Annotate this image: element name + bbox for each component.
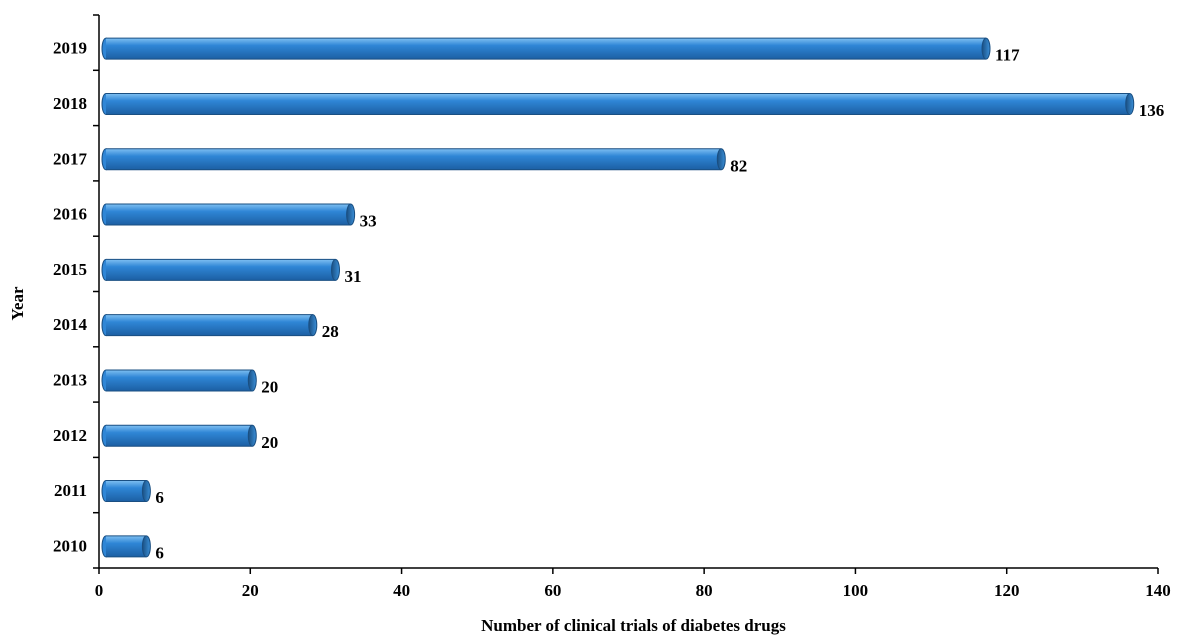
bar-body (106, 38, 987, 60)
bar-body (106, 369, 253, 391)
data-label: 82 (730, 156, 747, 175)
bar-body (106, 93, 1130, 115)
bar (101, 369, 257, 392)
bar (101, 148, 726, 171)
data-label: 20 (261, 433, 278, 452)
bar (101, 535, 151, 558)
bar-end-cap (716, 148, 726, 171)
bar (101, 92, 1135, 115)
data-label: 28 (322, 322, 339, 341)
x-tick-label: 120 (994, 581, 1020, 600)
bar-end-cap (346, 203, 356, 226)
data-label: 6 (155, 543, 164, 562)
bar (101, 424, 257, 447)
y-tick-label: 2019 (53, 39, 87, 58)
y-tick-label: 2016 (53, 205, 87, 224)
y-tick-label: 2012 (53, 426, 87, 445)
x-tick-label: 100 (843, 581, 869, 600)
bar (101, 314, 318, 337)
data-label: 31 (344, 267, 361, 286)
bar-end-cap (330, 258, 340, 281)
y-axis-title: Year (8, 286, 27, 320)
bar-body (106, 148, 722, 170)
bars-group (101, 37, 1135, 558)
y-tick-label: 2014 (53, 315, 88, 334)
x-axis-title: Number of clinical trials of diabetes dr… (481, 616, 786, 635)
x-tick-label: 40 (393, 581, 410, 600)
bar-body (106, 259, 336, 281)
bar (101, 480, 151, 503)
data-label: 33 (360, 212, 377, 231)
y-axis-ticks: 2010 2011 2012 2013 2014 2015 2016 2017 2018 2019 (53, 14, 99, 569)
data-label: 117 (995, 46, 1020, 65)
data-label: 136 (1139, 101, 1165, 120)
bar-body (106, 480, 147, 502)
y-tick-label: 2015 (53, 260, 87, 279)
bar-end-cap (247, 424, 257, 447)
bar-body (106, 204, 351, 226)
data-label: 20 (261, 377, 278, 396)
x-tick-label: 140 (1145, 581, 1171, 600)
y-tick-label: 2011 (54, 481, 87, 500)
y-tick-label: 2013 (53, 370, 87, 389)
data-label: 6 (155, 488, 164, 507)
bar (101, 203, 356, 226)
bar-end-cap (247, 369, 257, 392)
x-tick-label: 0 (95, 581, 104, 600)
x-tick-label: 60 (544, 581, 561, 600)
bar-end-cap (141, 535, 151, 558)
bar-body (106, 425, 253, 447)
x-axis-ticks: 0 20 40 60 80 100 120 140 (95, 568, 1171, 600)
bar-end-cap (1125, 92, 1135, 115)
x-tick-label: 20 (242, 581, 259, 600)
y-tick-label: 2010 (53, 536, 87, 555)
bar (101, 37, 991, 60)
bar-body (106, 314, 313, 336)
bar-end-cap (308, 314, 318, 337)
bar (101, 258, 340, 281)
data-labels-group: 6 6 20 20 28 31 33 82 136 117 (155, 46, 1164, 563)
y-tick-label: 2018 (53, 94, 87, 113)
bar-end-cap (981, 37, 991, 60)
y-tick-label: 2017 (53, 149, 88, 168)
bar-end-cap (141, 480, 151, 503)
x-tick-label: 80 (696, 581, 713, 600)
bar-body (106, 535, 147, 557)
